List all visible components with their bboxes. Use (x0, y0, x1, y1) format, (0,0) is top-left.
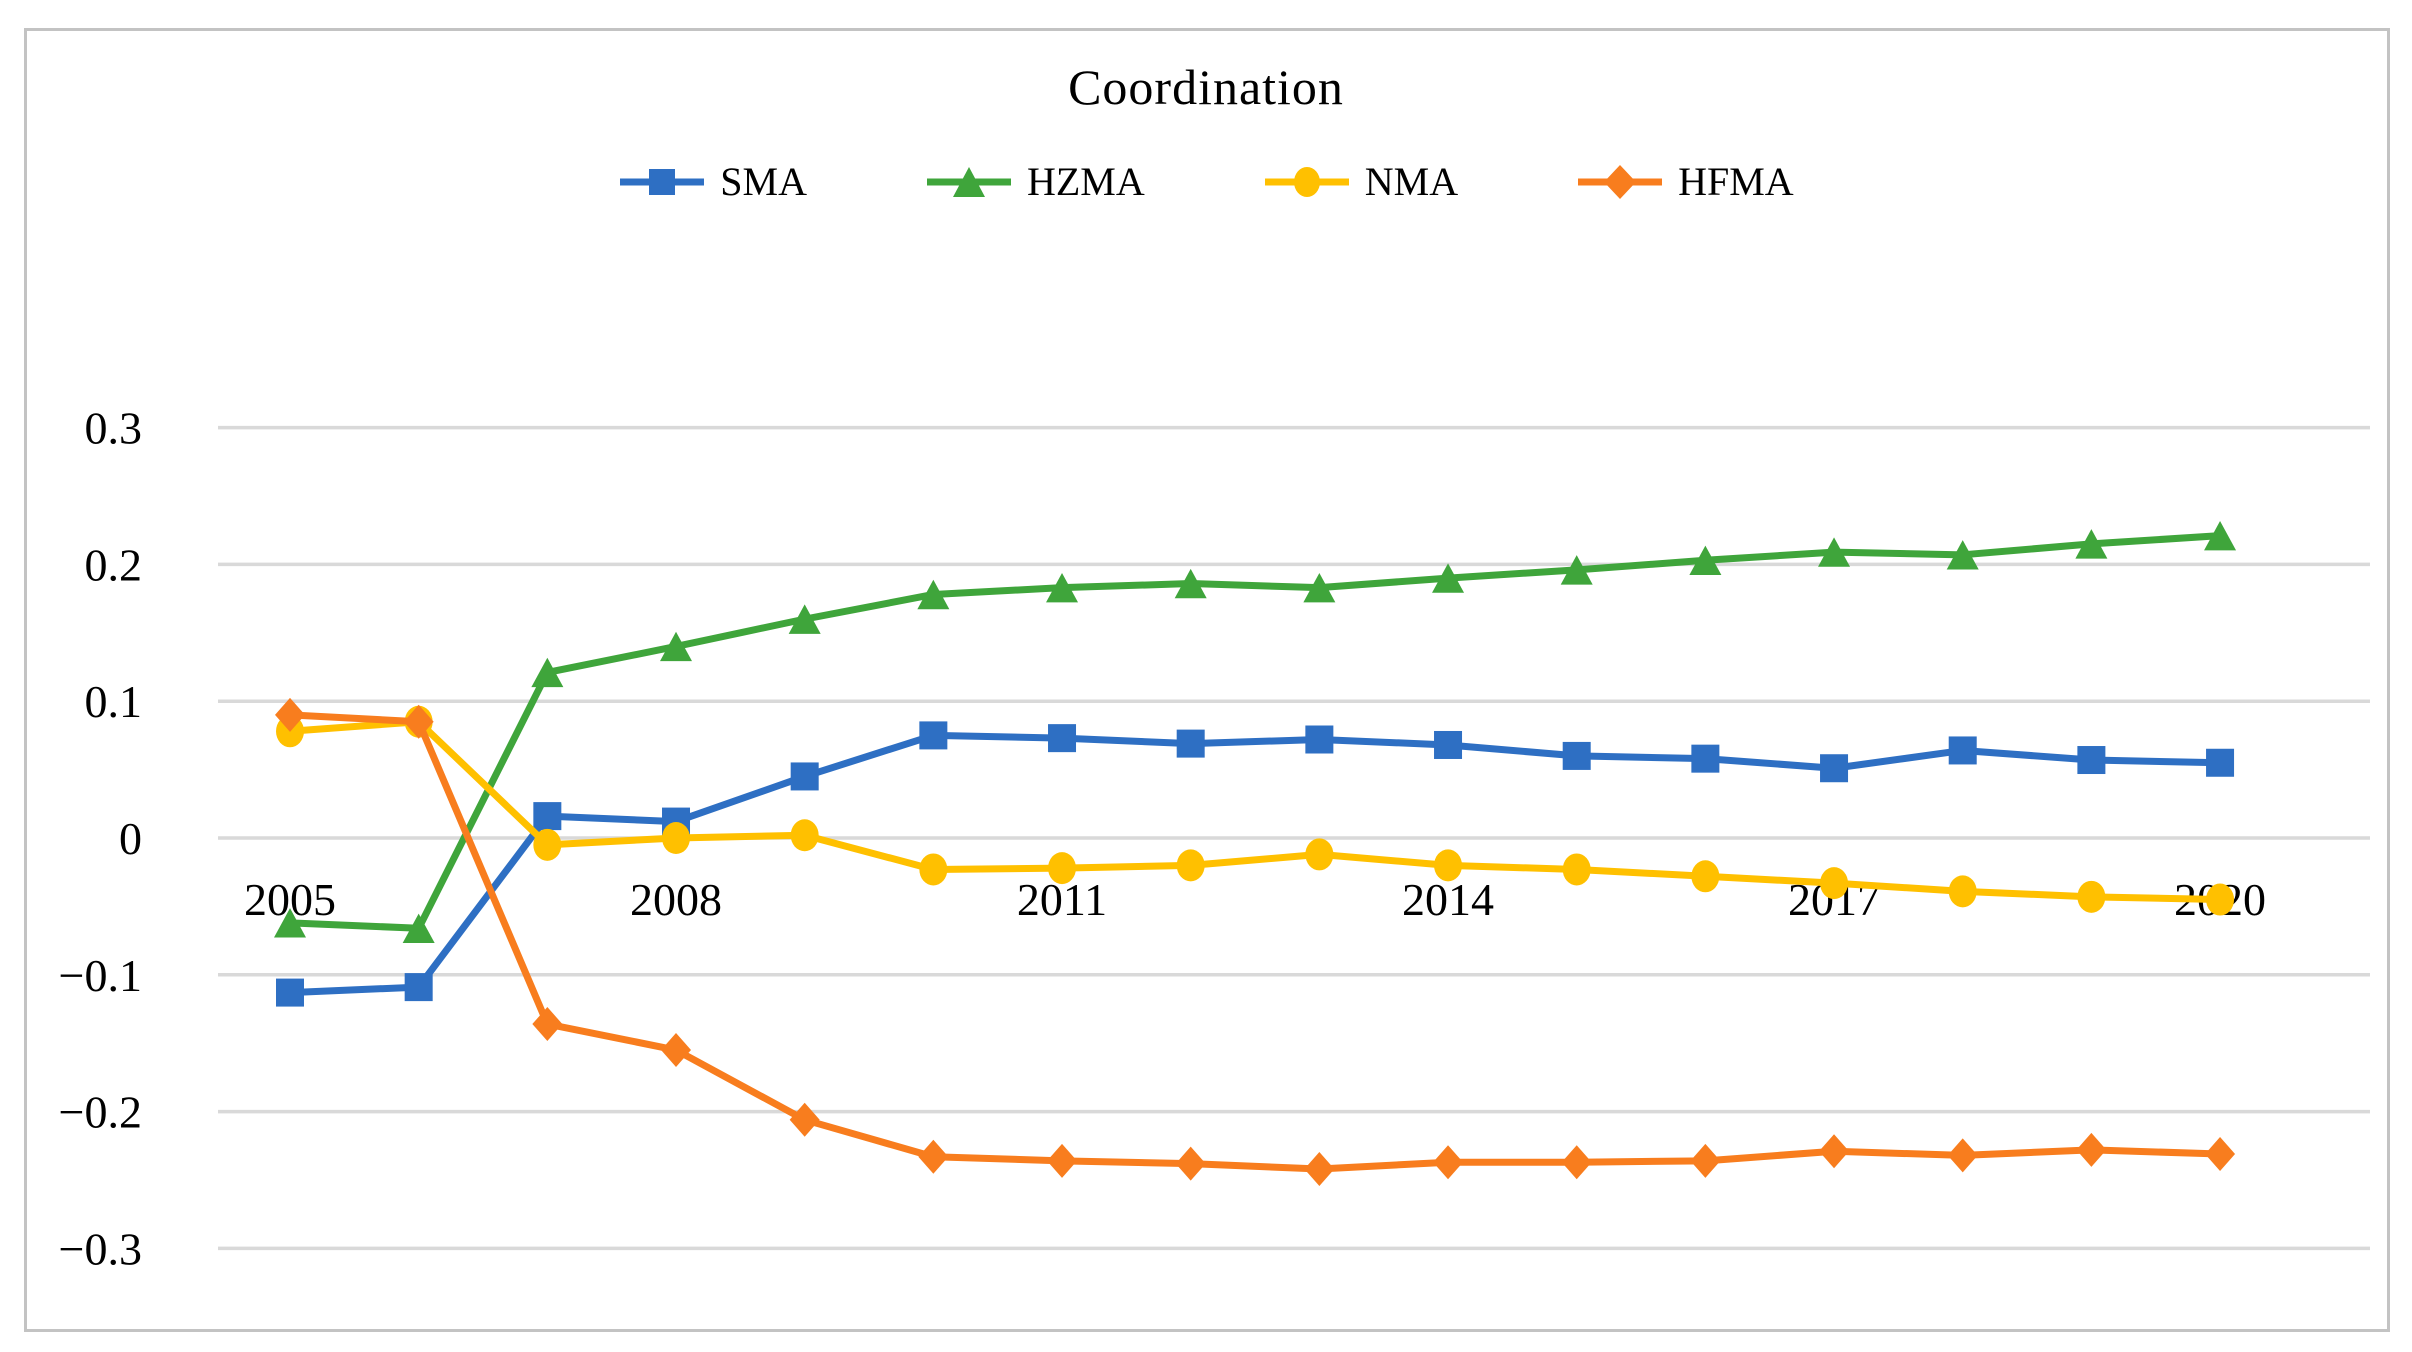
legend-label-hfma: HFMA (1678, 159, 1794, 204)
marker-sma-2018 (1948, 736, 1977, 765)
y-tick-label: −0.1 (59, 950, 142, 1001)
hfma-diamond-marker-icon (1576, 160, 1664, 204)
marker-hfma-2020 (2205, 1137, 2236, 1172)
marker-hfma-2013 (1304, 1152, 1335, 1187)
marker-nma-2012 (1176, 849, 1205, 882)
marker-hfma-2005 (275, 697, 305, 732)
marker-hzma-2015 (1560, 555, 1593, 585)
marker-sma-2019 (2077, 746, 2106, 775)
marker-nma-2007 (533, 828, 562, 861)
marker-hzma-2010 (917, 579, 950, 610)
y-tick-label: 0 (119, 813, 142, 864)
marker-nma-2014 (1434, 849, 1463, 882)
marker-sma-2006 (404, 973, 433, 1002)
y-tick-label: 0.1 (85, 676, 143, 727)
legend-label-sma: SMA (720, 159, 807, 204)
series-line-sma (286, 731, 2224, 997)
y-tick-label: −0.3 (59, 1223, 142, 1274)
marker-nma-2009 (790, 819, 819, 852)
marker-sma-2016 (1691, 744, 1720, 773)
y-tick-label: −0.2 (59, 1087, 142, 1138)
marker-hfma-2011 (1047, 1143, 1078, 1178)
marker-hzma-2008 (660, 631, 693, 662)
marker-hzma-2011 (1046, 572, 1079, 603)
legend-item-hzma: HZMA (925, 158, 1145, 205)
figure-frame (24, 28, 2390, 1332)
nma-circle-marker-icon (1263, 160, 1351, 204)
marker-hfma-2017 (1819, 1134, 1850, 1169)
marker-nma-2013 (1305, 838, 1334, 871)
marker-nma-2019 (2077, 880, 2106, 913)
marker-nma-2020 (2206, 883, 2235, 916)
marker-hfma-2015 (1561, 1145, 1592, 1180)
marker-hzma-2012 (1174, 568, 1207, 599)
marker-hfma-2006 (403, 704, 434, 739)
marker-hfma-2008 (661, 1033, 692, 1068)
series-line-hzma (286, 532, 2224, 932)
marker-hfma-2018 (1947, 1138, 1978, 1173)
legend-item-sma: SMA (618, 158, 807, 205)
legend-item-nma: NMA (1263, 158, 1458, 205)
marker-hzma-2017 (1818, 537, 1851, 567)
marker-hzma-2007 (531, 657, 564, 688)
y-tick-label: 0.3 (85, 403, 143, 454)
marker-nma-2018 (1948, 875, 1977, 908)
marker-sma-2017 (1820, 754, 1849, 783)
legend-label-nma: NMA (1364, 159, 1459, 204)
marker-hzma-2018 (1946, 540, 1979, 570)
marker-sma-2014 (1434, 730, 1463, 759)
marker-sma-2012 (1176, 729, 1205, 758)
marker-hfma-2009 (789, 1102, 820, 1137)
x-tick-label: 2014 (1402, 874, 1494, 925)
marker-hzma-2009 (788, 604, 821, 634)
marker-hfma-2019 (2076, 1132, 2107, 1167)
legend-label-hzma: HZMA (1026, 159, 1145, 204)
series-line-nma (286, 718, 2224, 904)
series-line-hfma (286, 711, 2224, 1173)
marker-sma-2015 (1562, 741, 1591, 770)
marker-hfma-2012 (1175, 1146, 1206, 1181)
marker-hzma-2016 (1689, 545, 1722, 575)
marker-nma-2010 (919, 853, 948, 886)
marker-nma-2011 (1048, 852, 1077, 885)
marker-sma-2009 (790, 762, 819, 791)
marker-nma-2016 (1691, 860, 1720, 893)
marker-hfma-2007 (532, 1007, 563, 1042)
marker-hzma-2014 (1432, 563, 1465, 593)
marker-sma-2005 (276, 978, 304, 1007)
marker-nma-2008 (662, 822, 691, 854)
marker-sma-2007 (533, 802, 562, 831)
marker-hzma-2020 (2204, 520, 2237, 551)
marker-hzma-2013 (1303, 572, 1336, 603)
marker-hzma-2019 (2075, 529, 2108, 559)
marker-sma-2020 (2206, 748, 2235, 777)
marker-hfma-2016 (1690, 1143, 1721, 1178)
sma-square-marker-icon (618, 160, 706, 204)
legend: SMA HZMA NMA HFMA (0, 158, 2412, 205)
hzma-triangle-marker-icon (925, 160, 1013, 204)
x-tick-label: 2008 (630, 874, 722, 925)
marker-nma-2015 (1562, 853, 1591, 886)
marker-hzma-2006 (402, 913, 435, 943)
marker-sma-2010 (919, 721, 948, 750)
marker-sma-2011 (1048, 724, 1077, 753)
marker-nma-2017 (1820, 867, 1849, 900)
marker-hfma-2010 (918, 1139, 949, 1174)
legend-item-hfma: HFMA (1576, 158, 1794, 205)
chart-title: Coordination (1068, 59, 1344, 115)
marker-sma-2013 (1305, 725, 1334, 754)
marker-hfma-2014 (1433, 1145, 1464, 1180)
marker-hzma-2005 (274, 908, 306, 938)
y-tick-label: 0.2 (85, 539, 143, 590)
